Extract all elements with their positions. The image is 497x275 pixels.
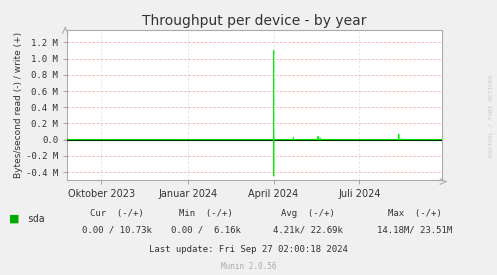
Title: Throughput per device - by year: Throughput per device - by year — [143, 14, 367, 28]
Text: ■: ■ — [9, 214, 19, 224]
Text: Munin 2.0.56: Munin 2.0.56 — [221, 262, 276, 271]
Text: 0.00 / 10.73k: 0.00 / 10.73k — [82, 226, 152, 234]
Text: Max  (-/+): Max (-/+) — [388, 209, 442, 218]
Text: 14.18M/ 23.51M: 14.18M/ 23.51M — [377, 226, 453, 234]
Y-axis label: Bytes/second read (-) / write (+): Bytes/second read (-) / write (+) — [14, 32, 23, 178]
Text: RRDTOOL / TOBI OETIKER: RRDTOOL / TOBI OETIKER — [488, 74, 493, 157]
Text: 0.00 /  6.16k: 0.00 / 6.16k — [171, 226, 241, 234]
Text: sda: sda — [27, 214, 45, 224]
Text: Min  (-/+): Min (-/+) — [179, 209, 233, 218]
Text: 4.21k/ 22.69k: 4.21k/ 22.69k — [273, 226, 343, 234]
Text: Last update: Fri Sep 27 02:00:18 2024: Last update: Fri Sep 27 02:00:18 2024 — [149, 245, 348, 254]
Text: Cur  (-/+): Cur (-/+) — [90, 209, 144, 218]
Text: Avg  (-/+): Avg (-/+) — [281, 209, 335, 218]
